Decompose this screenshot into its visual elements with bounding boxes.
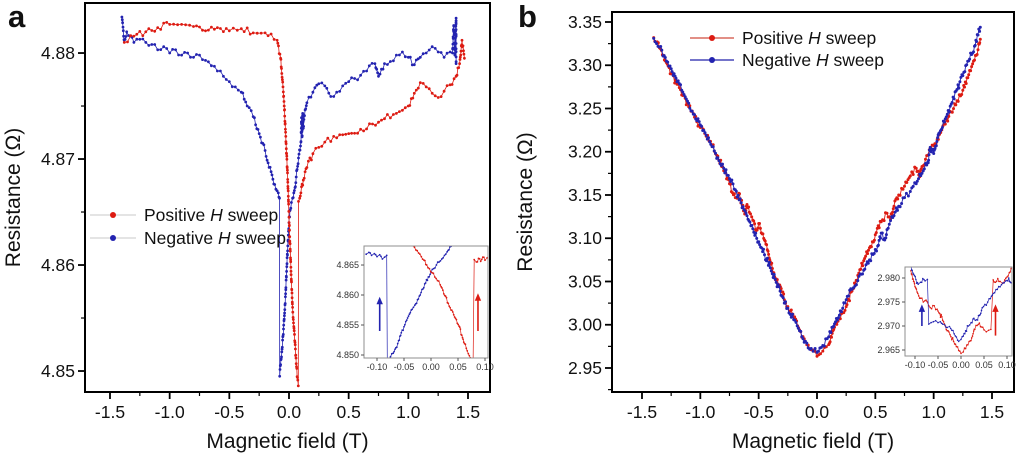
legend-marker <box>110 235 116 241</box>
legend-marker <box>709 57 715 63</box>
panel-a-chart: -1.5 -1.0 -0.5 0.0 0.5 1.0 1.5 4.85 4.86 4.87 4.88… <box>2 2 494 453</box>
y-tick-label: 3.05 <box>568 271 602 291</box>
panel-a-chart-container: -1.5 -1.0 -0.5 0.0 0.5 1.0 1.5 4.85 4.86 4.87 4.88… <box>2 2 494 453</box>
inset-ticks: -0.10 -0.05 0.00 0.05 0.10 2.965 2.970 2.975 2.9… <box>877 273 1015 370</box>
legend-entry: Negative H sweep <box>90 228 286 248</box>
panel-b-chart: -1.5 -1.0 -0.5 0.0 0.5 1.0 1.5 2.95 3.00 3.05 3.10… <box>514 11 1016 453</box>
x-tick-label: -1.0 <box>155 402 185 422</box>
x-axis-label: Magnetic field (T) <box>732 430 894 453</box>
x-axis-label: Magnetic field (T) <box>206 430 368 453</box>
x-tick-label: 1.5 <box>456 402 480 422</box>
inset-x-tick-label: 0.10 <box>998 360 1016 370</box>
inset-chart: -0.10 -0.05 0.00 0.05 0.10 2.965 2.970 2.975 2.9… <box>877 266 1016 370</box>
x-tick-label: 0.0 <box>277 402 302 422</box>
inset-y-tick-label: 2.975 <box>877 297 900 307</box>
legend-marker <box>110 212 116 218</box>
y-tick-label: 3.25 <box>568 98 602 118</box>
inset-positive-jump-arrow <box>992 304 999 336</box>
panel-a-label: a <box>8 0 26 34</box>
legend-entry: Positive H sweep <box>90 205 278 225</box>
y-tick-label: 4.86 <box>41 255 75 275</box>
inset-ticks: -0.10 -0.05 0.00 0.05 0.10 4.850 4.855 4.860 4.8… <box>336 260 493 372</box>
inset-negative-jump-arrow <box>918 304 926 326</box>
inset-x-tick-label: -0.05 <box>394 362 415 372</box>
y-tick-label: 3.20 <box>568 142 602 162</box>
inset-negative-jump-arrow <box>376 296 383 332</box>
inset-series <box>910 267 1012 355</box>
inset-x-tick-label: 0.00 <box>952 360 970 370</box>
axes-ticks: -1.5 -1.0 -0.5 0.0 0.5 1.0 1.5 2.95 3.00 3.05 3.10… <box>568 12 1004 422</box>
inset-chart: -0.10 -0.05 0.00 0.05 0.10 4.850 4.855 4.860 4.8… <box>336 245 494 372</box>
y-tick-label: 4.88 <box>41 43 75 63</box>
inset-x-tick-label: -0.10 <box>905 360 926 370</box>
inset-positive-h-sweep-markers <box>910 267 1012 355</box>
inset-x-tick-label: -0.05 <box>928 360 949 370</box>
legend-label: Positive H sweep <box>144 205 278 225</box>
y-tick-label: 3.15 <box>568 185 602 205</box>
inset-x-tick-label: 0.05 <box>975 360 993 370</box>
y-tick-label: 3.00 <box>568 315 602 335</box>
y-tick-label: 3.30 <box>568 55 602 75</box>
inset-y-tick-label: 4.855 <box>336 320 359 330</box>
inset-frame <box>363 245 489 359</box>
series-layer <box>120 15 466 388</box>
y-tick-label: 4.85 <box>41 361 75 381</box>
legend-marker <box>709 35 715 41</box>
inset-y-tick-label: 4.850 <box>336 350 359 360</box>
inset-x-tick-label: 0.05 <box>449 362 467 372</box>
legend: Positive H sweep Negative H sweep <box>90 205 286 248</box>
axes-ticks: -1.5 -1.0 -0.5 0.0 0.5 1.0 1.5 4.85 4.86 4.87 4.88 <box>41 43 480 422</box>
y-axis-label: Resistance (Ω) <box>2 128 25 267</box>
inset-y-tick-label: 2.965 <box>877 345 900 355</box>
legend-label: Negative H sweep <box>742 50 884 70</box>
inset-x-tick-label: 0.00 <box>422 362 440 372</box>
legend-label: Positive H sweep <box>742 28 876 48</box>
x-tick-label: 1.0 <box>921 402 946 422</box>
inset-y-tick-label: 4.860 <box>336 290 359 300</box>
x-tick-label: -1.0 <box>685 402 715 422</box>
x-tick-label: -1.5 <box>627 402 657 422</box>
plot-frame <box>611 11 1015 393</box>
x-tick-label: -1.5 <box>95 402 125 422</box>
y-tick-label: 3.35 <box>568 12 602 32</box>
inset-negative-h-sweep-markers <box>365 246 453 358</box>
y-tick-label: 2.95 <box>568 358 602 378</box>
x-tick-label: -0.5 <box>744 402 774 422</box>
inset-positive-jump-arrow <box>474 293 482 332</box>
legend-entry: Negative H sweep <box>690 50 884 70</box>
legend-label: Negative H sweep <box>144 228 286 248</box>
inset-frame <box>904 266 1013 357</box>
series-layer <box>652 25 982 358</box>
inset-y-tick-label: 4.865 <box>336 260 359 270</box>
y-tick-label: 4.87 <box>41 149 75 169</box>
x-tick-label: 1.0 <box>396 402 421 422</box>
inset-x-tick-label: -0.10 <box>367 362 388 372</box>
inset-y-tick-label: 2.980 <box>877 273 900 283</box>
plot-frame <box>84 2 491 393</box>
legend-entry: Positive H sweep <box>690 28 876 48</box>
x-tick-label: -0.5 <box>214 402 244 422</box>
x-tick-label: 0.5 <box>863 402 887 422</box>
inset-x-tick-label: 0.10 <box>476 362 494 372</box>
panel-b-chart-container: -1.5 -1.0 -0.5 0.0 0.5 1.0 1.5 2.95 3.00 3.05 3.10… <box>512 0 1024 462</box>
panel-b-label: b <box>518 0 537 34</box>
y-tick-label: 3.10 <box>568 228 602 248</box>
inset-series <box>365 246 488 358</box>
x-tick-label: 0.0 <box>805 402 830 422</box>
x-tick-label: 0.5 <box>336 402 360 422</box>
x-tick-label: 1.5 <box>980 402 1004 422</box>
inset-y-tick-label: 2.970 <box>877 321 900 331</box>
y-axis-label: Resistance (Ω) <box>514 132 537 271</box>
